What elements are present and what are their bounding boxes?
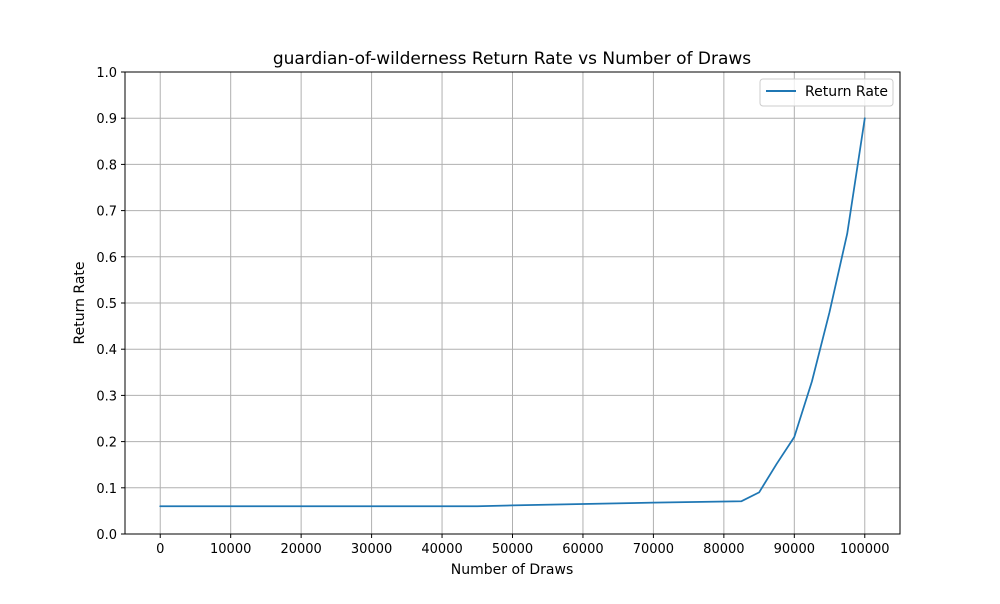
y-tick-label: 0.5 [96, 297, 117, 312]
y-tick-label: 0.3 [96, 389, 117, 404]
y-tick-label: 0.1 [96, 482, 117, 497]
y-tick-label: 0.9 [96, 112, 117, 127]
x-tick-label: 60000 [562, 542, 603, 557]
x-tick-label: 70000 [633, 542, 674, 557]
x-tick-label: 0 [156, 542, 164, 557]
x-tick-label: 30000 [351, 542, 392, 557]
y-tick-label: 0.8 [96, 158, 117, 173]
x-axis-title: Number of Draws [451, 562, 574, 578]
legend: Return Rate [759, 78, 894, 107]
y-tick-label: 0.7 [96, 205, 117, 220]
chart-title: guardian-of-wilderness Return Rate vs Nu… [273, 49, 751, 69]
series-layer [159, 117, 866, 508]
x-tick-label: 80000 [703, 542, 744, 557]
x-tick-label: 20000 [280, 542, 321, 557]
y-tick-label: 0.0 [96, 528, 117, 543]
y-tick-label: 0.4 [96, 343, 117, 358]
axis-ticks: 0 10000 20000 30000 40000 50000 60000 70000 8000… [96, 66, 889, 557]
x-tick-label: 50000 [492, 542, 533, 557]
x-tick-label: 100000 [840, 542, 890, 557]
x-tick-label: 10000 [210, 542, 251, 557]
y-tick-label: 1.0 [96, 66, 117, 81]
y-axis-title: Return Rate [72, 261, 88, 344]
y-tick-label: 0.2 [96, 436, 117, 451]
x-tick-label: 90000 [774, 542, 815, 557]
legend-box [759, 78, 894, 107]
x-tick-label: 40000 [421, 542, 462, 557]
legend-label-return-rate: Return Rate [805, 84, 888, 100]
series-line-return-rate [159, 117, 866, 508]
y-tick-label: 0.6 [96, 251, 117, 266]
